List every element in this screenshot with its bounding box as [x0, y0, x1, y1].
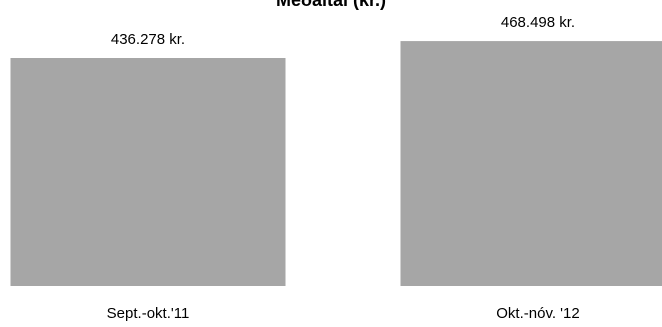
data-label-2: 468.498 kr.	[501, 14, 575, 31]
category-label-1: Sept.-okt.'11	[107, 305, 190, 322]
bar-2	[400, 41, 662, 286]
chart-title: Meðaltal (kr.)	[275, 0, 387, 10]
category-label-2: Okt.-nóv. '12	[496, 305, 579, 322]
bar-1	[10, 58, 286, 286]
data-label-1: 436.278 kr.	[111, 31, 185, 48]
